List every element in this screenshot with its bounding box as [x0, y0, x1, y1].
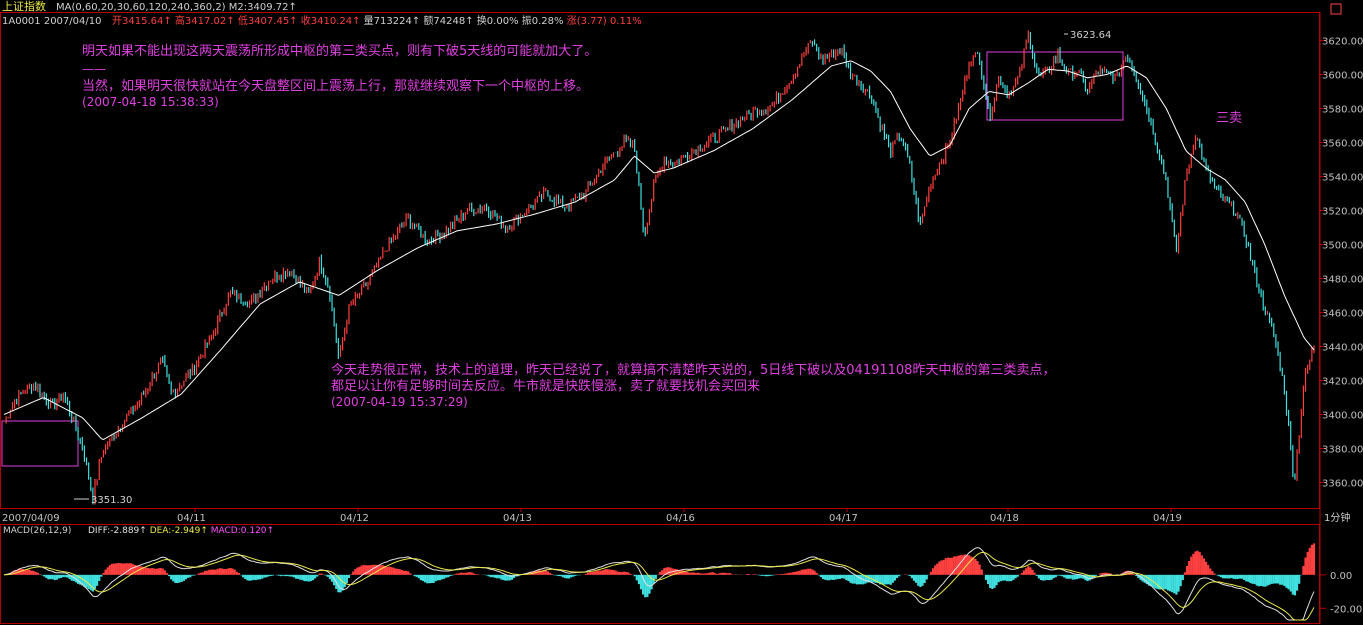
- price-tick-label: 3440.00: [1322, 342, 1363, 353]
- time-tick-label: 04/19: [1153, 513, 1182, 524]
- quote-item: 低3407.45↑: [235, 14, 298, 27]
- note2-time: (2007-04-19 15:37:29): [331, 395, 468, 409]
- macd-tick-label: 0.00: [1330, 571, 1352, 582]
- time-tick-label: 04/13: [503, 513, 532, 524]
- price-tick-label: 3540.00: [1322, 172, 1363, 183]
- third-sell-label: 三卖: [1216, 111, 1242, 126]
- pivot-box-left: [1, 420, 79, 467]
- quote-item: 收3410.24↑: [298, 14, 361, 27]
- note1-time: (2007-04-18 15:38:33): [82, 95, 219, 109]
- time-tick-label: 04/18: [990, 513, 1019, 524]
- period-label[interactable]: 1分钟: [1324, 511, 1350, 524]
- price-tick-label: 3620.00: [1322, 36, 1363, 47]
- note1-dash: ——: [82, 62, 106, 76]
- code-date: 1A0001 2007/04/10: [2, 16, 101, 27]
- time-axis: 2007/04/09 04/11 04/12 04/13 04/16 04/17 04/18…: [2, 508, 1182, 524]
- candles: [5, 30, 1315, 505]
- price-tick-label: 3600.00: [1322, 70, 1363, 81]
- time-tick-label: 04/16: [666, 513, 695, 524]
- price-tick-label: 3560.00: [1322, 138, 1363, 149]
- dea-line: [3, 552, 1315, 621]
- price-axis: 3360.00 3380.00 3400.00 3420.00 3440.00 3460.…: [1320, 36, 1363, 489]
- price-tick-label: 3400.00: [1322, 410, 1363, 421]
- quote-item: 开3415.64↑: [112, 16, 172, 27]
- diff-line: [3, 547, 1315, 621]
- low-price-label: 3351.30: [91, 495, 132, 506]
- pivot-box-right: [986, 51, 1124, 121]
- macd-params: MACD(26,12,9): [3, 526, 71, 536]
- time-tick-label: 04/12: [340, 513, 369, 524]
- macd-value-item: MACD:0.120↑: [208, 526, 274, 536]
- quote-item: 涨(3.77): [564, 15, 607, 27]
- quote-item: 换0.00%: [474, 14, 519, 27]
- macd-axis: 0.00 -20.00: [1320, 571, 1362, 615]
- high-price-label: 3623.64: [1070, 30, 1111, 41]
- quote-item: 振0.28%: [519, 14, 564, 27]
- macd-values: DIFF:-2.889↑ DEA:-2.949↑ MACD:0.120↑: [88, 526, 274, 536]
- note2-line2: 都足以让你有足够时间去反应。牛市就是快跌慢涨，卖了就要找机会买回来: [331, 378, 760, 394]
- macd-value-item: DEA:-2.949↑: [147, 526, 208, 536]
- note2-line1: 今天走势很正常，技术上的道理，昨天已经说了，就算搞不清楚昨天说的，5日线下破以及…: [331, 362, 1055, 378]
- price-tick-label: 3420.00: [1322, 376, 1363, 387]
- quote-item: 0.11%: [607, 16, 642, 27]
- price-tick-label: 3520.00: [1322, 206, 1363, 217]
- macd-value-item: DIFF:-2.889↑: [88, 526, 147, 536]
- price-tick-label: 3580.00: [1322, 104, 1363, 115]
- price-tick-label: 3460.00: [1322, 308, 1363, 319]
- quote-item: 额74248↑: [420, 14, 473, 27]
- index-title: 上证指数: [2, 0, 46, 13]
- price-tick-label: 3360.00: [1322, 478, 1363, 489]
- time-tick-label: 04/17: [829, 513, 858, 524]
- price-tick-label: 3480.00: [1322, 274, 1363, 285]
- quote-item: 量713224↑: [361, 15, 421, 27]
- quote-line: 开3415.64↑ 高3417.02↑ 低3407.45↑ 收3410.24↑ …: [112, 14, 642, 27]
- time-tick-label: 2007/04/09: [2, 513, 60, 524]
- quote-item: 高3417.02↑: [172, 14, 235, 27]
- price-tick-label: 3380.00: [1322, 444, 1363, 455]
- ma-line: [3, 60, 1315, 440]
- macd-tick-label: -20.00: [1330, 604, 1362, 615]
- ma-parameters: MA(0,60,20,30,60,120,240,360,2) M2:3409.…: [56, 2, 297, 13]
- note1-line1: 明天如果不能出现这两天震荡所形成中枢的第三类买点，则有下破5天线的可能就加大了。: [82, 43, 597, 59]
- time-tick-label: 04/11: [177, 513, 206, 524]
- window-corner-icon[interactable]: [1330, 3, 1342, 15]
- price-tick-label: 3500.00: [1322, 240, 1363, 251]
- macd-histogram: [5, 543, 1316, 598]
- note1-line2: 当然，如果明天很快就站在今天盘整区间上震荡上行，那就继续观察下一个中枢的上移。: [82, 78, 589, 94]
